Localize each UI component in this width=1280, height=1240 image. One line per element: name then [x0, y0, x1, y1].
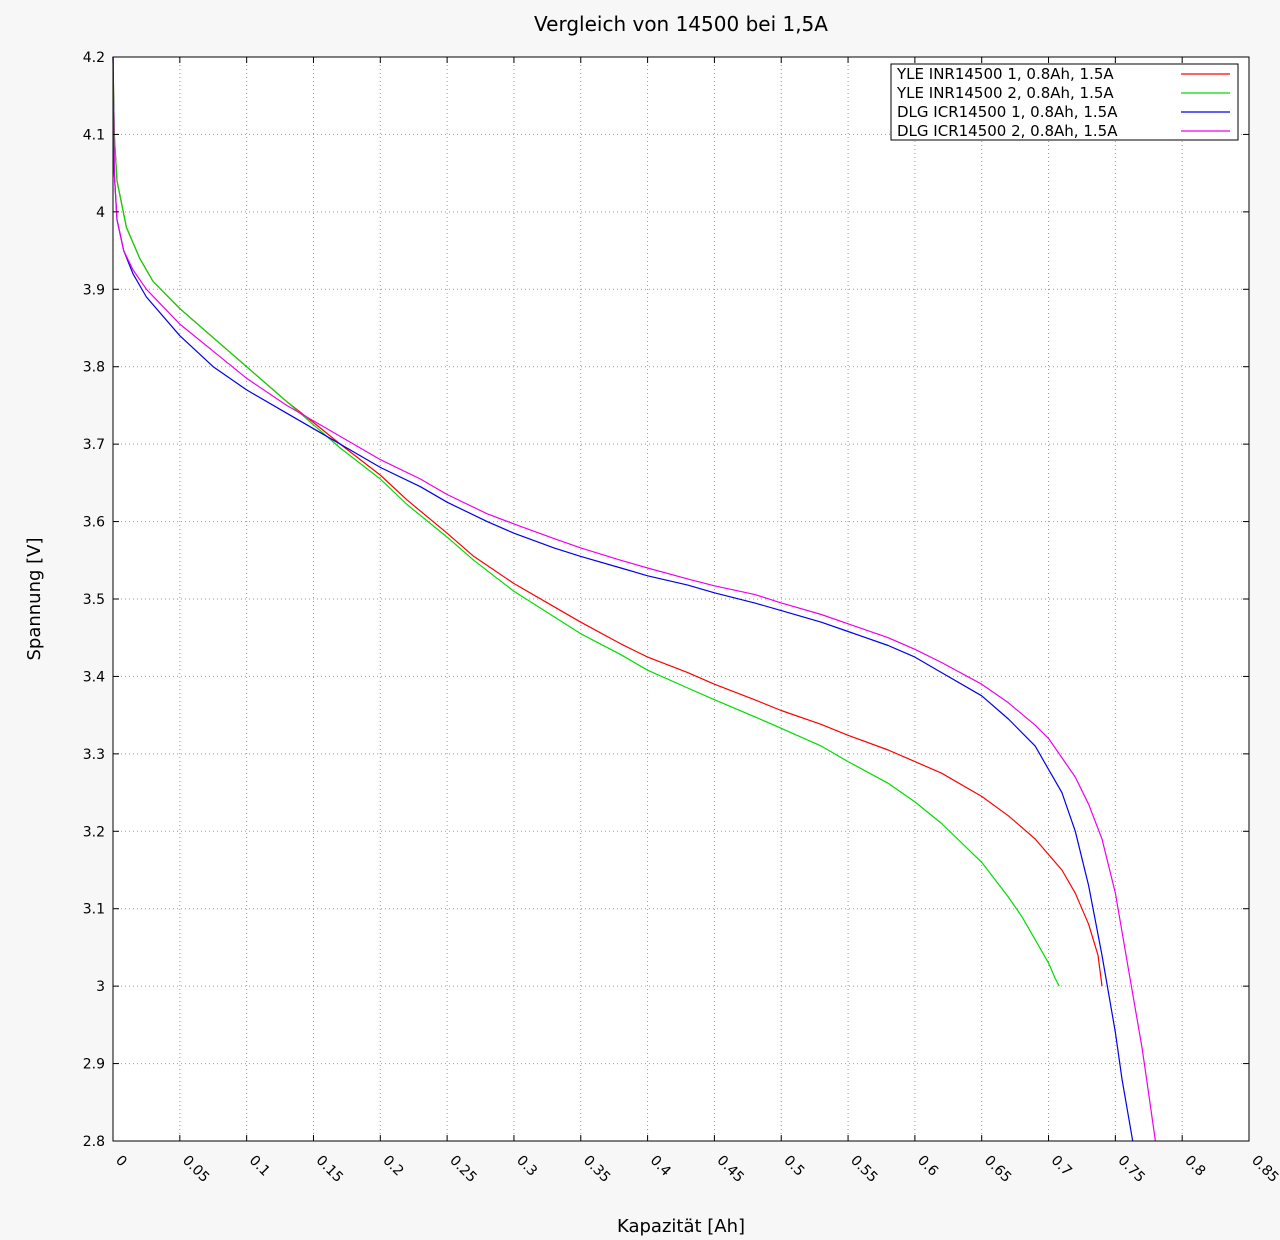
x-tick-label: 0	[112, 1153, 130, 1171]
y-tick-label: 2.9	[83, 1057, 105, 1073]
x-tick-label: 0.75	[1115, 1153, 1148, 1186]
x-tick-label: 0.65	[981, 1153, 1014, 1186]
y-tick-label: 3.7	[83, 437, 105, 453]
x-tick-label: 0.1	[246, 1153, 273, 1180]
y-tick-labels: 2.8 2.9 3 3.1 3.2 3.3 3.4 3.5 3.6 3.7 3.8 3.9 4 4.1 4.…	[83, 50, 105, 1150]
y-tick-label: 3.4	[83, 669, 105, 685]
x-tick-label: 0.35	[580, 1153, 613, 1186]
y-axis-title: Spannung [V]	[24, 537, 45, 660]
x-tick-label: 0.8	[1181, 1153, 1208, 1180]
y-tick-label: 4	[96, 205, 105, 221]
x-tick-label: 0.55	[847, 1153, 880, 1186]
x-tick-label: 0.45	[714, 1153, 747, 1186]
y-tick-label: 4.2	[83, 50, 105, 66]
ticks	[112, 56, 1250, 1142]
y-tick-label: 3.3	[83, 747, 105, 763]
series-line-2	[112, 56, 1060, 987]
series-line-4	[112, 56, 1156, 1142]
x-tick-label: 0.3	[513, 1153, 540, 1180]
y-tick-label: 3.2	[83, 824, 105, 840]
y-tick-label: 4.1	[83, 127, 105, 143]
y-tick-label: 3.9	[83, 282, 105, 298]
x-tick-label: 0.7	[1048, 1153, 1075, 1180]
y-tick-label: 3.1	[83, 902, 105, 918]
series-line-3	[112, 56, 1134, 1142]
chart-title: Vergleich von 14500 bei 1,5A	[534, 12, 828, 36]
x-tick-label: 0.15	[313, 1153, 346, 1186]
x-tick-label: 0.25	[446, 1153, 479, 1186]
legend-label-1: YLE INR14500 1, 0.8Ah, 1.5A	[896, 65, 1114, 83]
legend-label-2: YLE INR14500 2, 0.8Ah, 1.5A	[896, 84, 1114, 102]
series-group	[112, 56, 1156, 1142]
x-tick-label: 0.05	[179, 1153, 212, 1186]
x-axis-title: Kapazität [Ah]	[617, 1216, 745, 1237]
y-tick-label: 2.8	[83, 1134, 105, 1150]
y-tick-label: 3.5	[83, 592, 105, 608]
grid	[113, 57, 1249, 1141]
x-tick-labels: 0 0.05 0.1 0.15 0.2 0.25 0.3 0.35 0.4 0.45 0.5 0.55…	[112, 1153, 1280, 1186]
x-tick-label: 0.4	[647, 1153, 674, 1180]
x-tick-label: 0.6	[914, 1153, 941, 1180]
legend-label-3: DLG ICR14500 1, 0.8Ah, 1.5A	[897, 103, 1118, 121]
legend-box	[890, 63, 1239, 141]
x-tick-label: 0.85	[1248, 1153, 1280, 1186]
y-tick-label: 3.8	[83, 360, 105, 376]
x-tick-label: 0.5	[780, 1153, 807, 1180]
y-tick-label: 3	[96, 979, 105, 995]
y-tick-label: 3.6	[83, 515, 105, 531]
legend-label-4: DLG ICR14500 2, 0.8Ah, 1.5A	[897, 122, 1118, 140]
x-tick-label: 0.2	[379, 1153, 406, 1180]
